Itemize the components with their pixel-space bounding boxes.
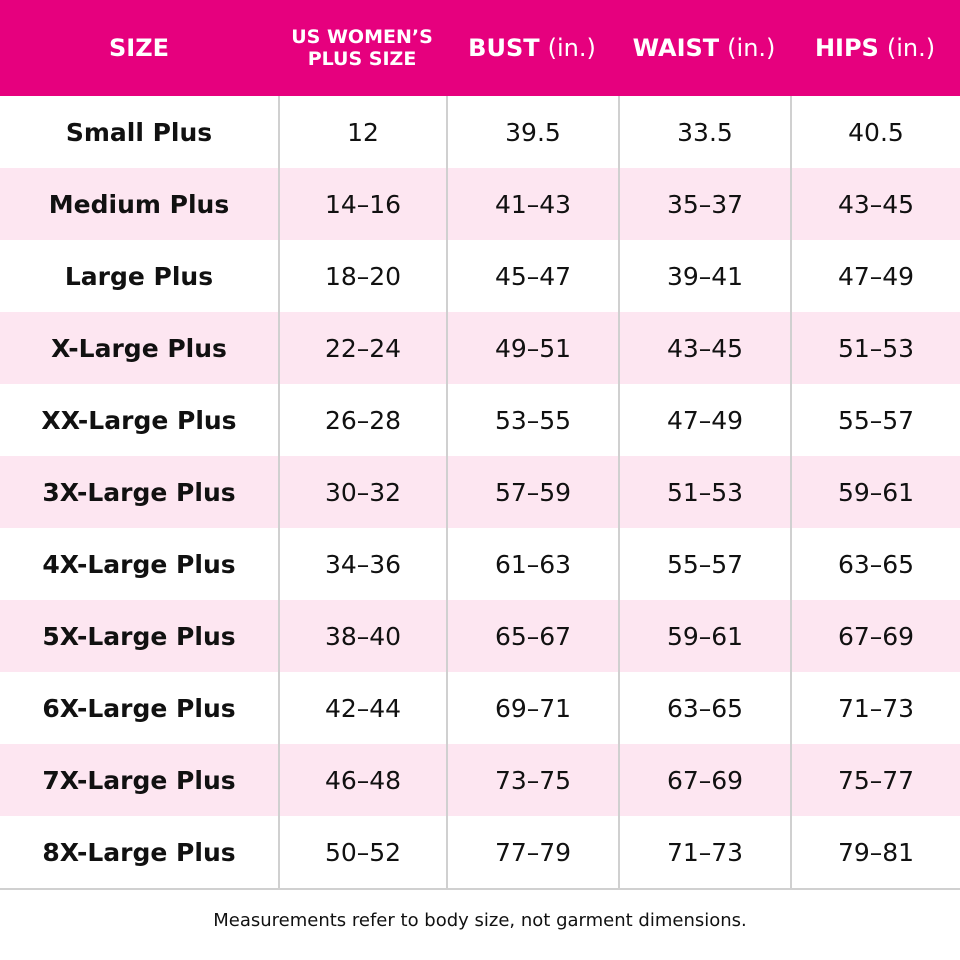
header-cell: WAIST (in.) <box>618 0 790 96</box>
table-cell: 63–65 <box>790 528 960 600</box>
table-cell: 45–47 <box>446 240 618 312</box>
table-cell: 67–69 <box>790 600 960 672</box>
header-cell: BUST (in.) <box>446 0 618 96</box>
table-cell: 59–61 <box>790 456 960 528</box>
table-cell: 46–48 <box>278 744 446 816</box>
table-cell: 53–55 <box>446 384 618 456</box>
table-cell: 61–63 <box>446 528 618 600</box>
table-cell: 30–32 <box>278 456 446 528</box>
table-cell: 41–43 <box>446 168 618 240</box>
table-cell: 79–81 <box>790 816 960 888</box>
table-cell: 14–16 <box>278 168 446 240</box>
header-label: BUST <box>468 34 540 62</box>
size-name: 3X-Large Plus <box>0 456 278 528</box>
size-table: SIZE US WOMEN’S PLUS SIZE BUST (in.) WAIST (in… <box>0 0 960 890</box>
table-cell: 69–71 <box>446 672 618 744</box>
header-label: HIPS <box>814 34 879 62</box>
table-cell: 55–57 <box>790 384 960 456</box>
table-cell: 38–40 <box>278 600 446 672</box>
header-label: WAIST <box>632 34 720 62</box>
size-name: XX-Large Plus <box>41 405 237 435</box>
size-name: Large Plus <box>64 261 214 291</box>
table-cell: 26–28 <box>278 384 446 456</box>
table-cell: 39–41 <box>618 240 790 312</box>
header-unit: (in.) <box>547 34 596 62</box>
size-name: 8X-Large Plus <box>42 837 236 867</box>
table-cell: 49–51 <box>446 312 618 384</box>
header-cell: SIZE <box>0 0 278 96</box>
table-cell: 59–61 <box>618 600 790 672</box>
header-cell: US WOMEN’S PLUS SIZE <box>278 0 446 96</box>
table-cell: 67–69 <box>618 744 790 816</box>
table-cell: 47–49 <box>618 384 790 456</box>
header-unit: (in.) <box>727 34 776 62</box>
table-cell: 40.5 <box>790 96 960 168</box>
size-name: 6X-Large Plus <box>42 693 236 723</box>
size-name: 5X-Large Plus <box>0 600 278 672</box>
header-line: PLUS SIZE <box>307 48 417 70</box>
table-cell: 50–52 <box>278 816 446 888</box>
table-cell: 43–45 <box>790 168 960 240</box>
table-cell: 33.5 <box>618 96 790 168</box>
table-cell: 22–24 <box>278 312 446 384</box>
table-cell: 18–20 <box>278 240 446 312</box>
header-line: US WOMEN’S <box>291 26 433 48</box>
table-cell: 71–73 <box>618 816 790 888</box>
table-cell: 63–65 <box>618 672 790 744</box>
table-cell: 73–75 <box>446 744 618 816</box>
size-name: X-Large Plus <box>0 312 278 384</box>
table-cell: 57–59 <box>446 456 618 528</box>
size-name: 7X-Large Plus <box>0 744 278 816</box>
table-cell: 65–67 <box>446 600 618 672</box>
size-name: Medium Plus <box>0 168 278 240</box>
footnote: Measurements refer to body size, not gar… <box>213 910 747 931</box>
table-cell: 51–53 <box>618 456 790 528</box>
table-cell: 35–37 <box>618 168 790 240</box>
header-cell: HIPS (in.) <box>790 0 960 96</box>
table-cell: 42–44 <box>278 672 446 744</box>
header-label: SIZE <box>108 34 169 62</box>
table-cell: 75–77 <box>790 744 960 816</box>
table-cell: 51–53 <box>790 312 960 384</box>
table-cell: 77–79 <box>446 816 618 888</box>
table-cell: 34–36 <box>278 528 446 600</box>
header-unit: (in.) <box>886 34 936 62</box>
table-cell: 71–73 <box>790 672 960 744</box>
table-cell: 12 <box>278 96 446 168</box>
size-name: 4X-Large Plus <box>42 549 236 579</box>
size-name: Small Plus <box>65 117 213 147</box>
table-cell: 43–45 <box>618 312 790 384</box>
table-cell: 55–57 <box>618 528 790 600</box>
table-cell: 39.5 <box>446 96 618 168</box>
table-cell: 47–49 <box>790 240 960 312</box>
